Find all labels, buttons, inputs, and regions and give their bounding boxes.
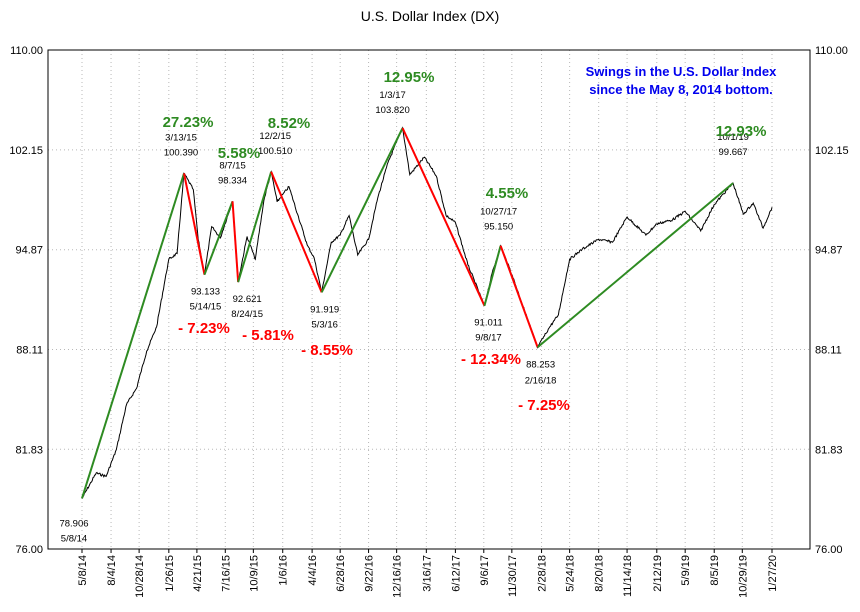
x-tick-label: 4/4/16 [307, 555, 319, 586]
swing-line-up [203, 200, 234, 275]
x-tick-label: 12/16/16 [392, 555, 404, 598]
swing-annotations: 78.906 5/8/14 3/13/15 100.390 93.133 5/14/15 8… [59, 69, 766, 544]
pivot-date-label: 10/27/17 [480, 207, 517, 218]
pivot-date-label: 5/14/15 [190, 302, 222, 313]
x-tick-label: 4/21/15 [192, 555, 204, 592]
x-tick-label: 3/16/17 [421, 555, 433, 592]
pivot-value-label: 93.133 [191, 287, 220, 298]
x-tick-label: 8/5/19 [709, 555, 721, 586]
x-tick-label: 10/9/15 [248, 555, 260, 592]
pivot-value-label: 91.919 [310, 304, 339, 315]
pivot-value-label: 95.150 [484, 222, 513, 233]
x-tick-label: 9/6/17 [479, 555, 491, 586]
plot-frame [47, 49, 811, 550]
swing-line-up [320, 127, 404, 293]
x-tick-label: 2/28/18 [537, 555, 549, 592]
y-tick-label-right: 76.00 [815, 544, 843, 556]
x-tick-label: 1/26/15 [164, 555, 176, 592]
pivot-value-label: 92.621 [233, 294, 262, 305]
x-tick-label: 9/22/16 [364, 555, 376, 592]
note-line-2: since the May 8, 2014 bottom. [589, 82, 773, 97]
x-tick-label: 5/24/18 [565, 555, 577, 592]
x-axis: 5/8/14 8/4/14 10/28/14 1/26/15 4/21/15 7/16/1… [77, 549, 779, 598]
y-axis-left: 76.00 81.83 88.11 94.87 102.15 110.00 [9, 45, 43, 556]
pivot-value-label: 100.510 [258, 146, 292, 157]
pivot-date-label: 8/7/15 [219, 160, 245, 171]
x-tick-label: 8/4/14 [106, 555, 118, 586]
swing-pct-down: - 8.55% [301, 342, 353, 359]
x-tick-label: 5/8/14 [77, 555, 89, 586]
pivot-date-label: 12/2/15 [259, 131, 291, 142]
pivot-value-label: 91.011 [474, 318, 502, 329]
swing-pct-down: - 7.25% [518, 397, 570, 414]
swing-pct-up: 5.58% [218, 145, 261, 162]
y-tick-label-left: 81.83 [15, 444, 43, 456]
swing-pct-up: 4.55% [486, 185, 529, 202]
swing-pct-up: 12.93% [716, 123, 767, 140]
chart-title: U.S. Dollar Index (DX) [361, 8, 499, 24]
y-tick-label-right: 81.83 [815, 444, 843, 456]
pivot-value-label: 99.667 [719, 147, 748, 158]
pivot-date-label: 8/24/15 [231, 309, 263, 320]
pivot-date-label: 5/8/14 [61, 533, 87, 544]
swing-line-up [237, 171, 273, 283]
swing-pct-down: - 12.34% [461, 351, 521, 368]
x-tick-label: 2/12/19 [652, 555, 664, 592]
swing-pct-up: 27.23% [163, 114, 214, 131]
x-tick-label: 1/6/16 [278, 555, 290, 586]
y-tick-label-right: 110.00 [815, 45, 848, 57]
y-tick-label-right: 88.11 [815, 344, 842, 356]
pivot-date-label: 2/16/18 [525, 375, 557, 386]
y-tick-label-right: 102.15 [815, 145, 849, 157]
price-line [81, 126, 773, 499]
pivot-value-label: 103.820 [375, 105, 409, 116]
note-line-1: Swings in the U.S. Dollar Index [586, 64, 777, 79]
x-tick-label: 5/9/19 [680, 555, 692, 586]
x-tick-label: 11/30/17 [507, 555, 519, 597]
pivot-date-label: 10/1/19 [717, 132, 749, 143]
swing-pct-up: 8.52% [268, 115, 311, 132]
pivot-date-label: 5/3/16 [311, 319, 337, 330]
x-tick-label: 10/29/19 [737, 555, 749, 598]
pivot-date-label: 3/13/15 [165, 132, 197, 143]
y-tick-label-left: 76.00 [15, 544, 43, 556]
pivot-value-label: 78.906 [59, 518, 88, 529]
pivot-value-label: 88.253 [526, 359, 555, 370]
x-tick-label: 10/28/14 [134, 555, 146, 598]
swing-lines [81, 127, 734, 499]
price-series [81, 126, 773, 499]
pivot-value-label: 98.334 [218, 175, 247, 186]
y-tick-label-right: 94.87 [815, 245, 843, 257]
x-tick-label: 11/14/18 [622, 555, 634, 597]
pivot-date-label: 9/8/17 [475, 333, 501, 344]
x-tick-label: 1/27/20 [767, 555, 779, 592]
y-tick-label-left: 102.15 [9, 145, 43, 157]
swing-pct-down: - 5.81% [242, 327, 294, 344]
x-tick-label: 6/28/16 [335, 555, 347, 592]
pivot-value-label: 100.390 [164, 147, 198, 158]
x-tick-label: 7/16/15 [220, 555, 232, 592]
swing-line-up [536, 182, 734, 349]
x-tick-label: 8/20/18 [594, 555, 606, 592]
y-tick-label-left: 110.00 [10, 45, 43, 57]
swing-line-up [483, 245, 502, 307]
chart-gridlines [48, 50, 810, 549]
swing-pct-up: 12.95% [384, 69, 435, 86]
swing-line-down [231, 201, 240, 283]
y-tick-label-left: 88.11 [16, 344, 43, 356]
y-axis-right: 76.00 81.83 88.11 94.87 102.15 110.00 [815, 45, 849, 556]
swing-line-down [183, 173, 206, 275]
swing-pct-down: - 7.23% [178, 320, 230, 337]
x-tick-label: 6/12/17 [450, 555, 462, 592]
y-tick-label-left: 94.87 [15, 245, 43, 257]
pivot-date-label: 1/3/17 [379, 90, 405, 101]
swing-line-down [401, 127, 486, 307]
swing-line-down [270, 171, 323, 293]
swing-line-down [499, 245, 539, 348]
swing-line-up [81, 173, 185, 499]
